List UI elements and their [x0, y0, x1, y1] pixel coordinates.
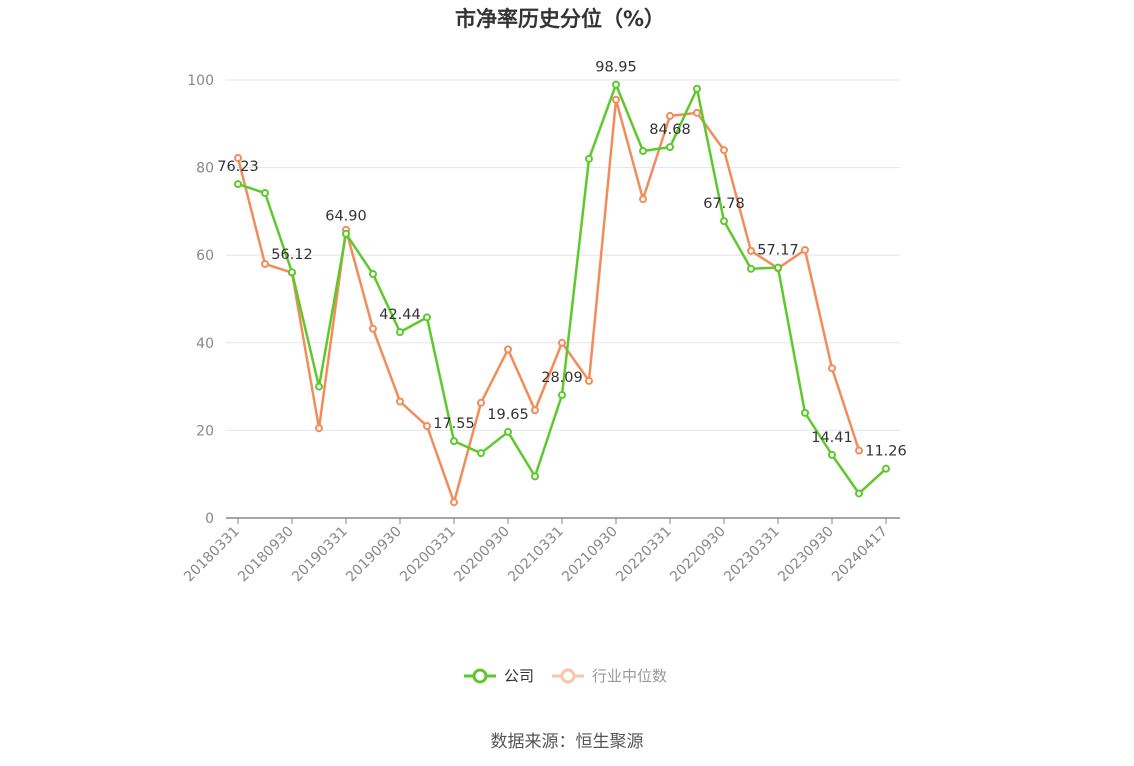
data-label: 64.90: [325, 209, 367, 225]
data-point: [315, 382, 323, 391]
y-tick-label: 20: [196, 423, 214, 439]
legend-item-company[interactable]: 公司: [464, 667, 534, 685]
data-point: [369, 324, 377, 333]
data-point: [504, 345, 512, 354]
data-point: [477, 398, 485, 407]
data-point: [801, 245, 809, 254]
data-label: 84.68: [649, 122, 691, 138]
y-tick-label: 100: [187, 73, 214, 89]
x-axis: 2018033120180930201903312019093020200331…: [181, 517, 900, 586]
data-point: [720, 146, 728, 155]
source-note: 数据来源：恒生聚源: [491, 732, 644, 752]
data-point: [234, 180, 242, 189]
data-point: [396, 397, 404, 406]
x-tick-label: 20230930: [775, 524, 837, 586]
x-tick-label: 20220331: [613, 524, 675, 586]
series-line: [237, 83, 887, 495]
data-point: [720, 217, 728, 226]
x-tick-label: 20230331: [721, 524, 783, 586]
y-tick-label: 80: [196, 161, 214, 177]
data-point: [828, 450, 836, 459]
legend-label-industry-median: 行业中位数: [592, 667, 667, 685]
data-point: [342, 229, 350, 238]
series-group: [234, 80, 890, 507]
data-point: [531, 472, 539, 481]
data-point: [558, 338, 566, 347]
data-point: [801, 408, 809, 417]
data-point: [450, 437, 458, 446]
legend-label-company: 公司: [504, 667, 534, 685]
data-point: [774, 263, 782, 272]
series-line: [236, 98, 861, 504]
data-label: 98.95: [595, 60, 637, 76]
x-tick-label: 20180331: [181, 524, 243, 586]
data-point: [882, 464, 890, 473]
series-company: [234, 80, 890, 498]
data-point: [477, 449, 485, 458]
data-label: 67.78: [703, 196, 745, 212]
x-tick-label: 20210331: [505, 524, 567, 586]
x-tick-label: 20220930: [667, 524, 729, 586]
data-point: [369, 270, 377, 279]
data-point: [612, 80, 620, 89]
data-point: [585, 154, 593, 163]
data-point: [423, 313, 431, 322]
data-label: 76.23: [217, 159, 259, 175]
data-point: [747, 264, 755, 273]
x-tick-label: 20240417: [829, 524, 891, 586]
data-point: [855, 489, 863, 498]
data-label: 57.17: [757, 243, 799, 259]
x-tick-label: 20210930: [559, 524, 621, 586]
data-point: [396, 328, 404, 337]
legend[interactable]: 公司 行业中位数: [464, 667, 667, 685]
data-point: [450, 498, 458, 507]
data-point: [423, 422, 431, 431]
x-tick-label: 20200331: [397, 524, 459, 586]
data-label: 14.41: [811, 430, 853, 446]
data-point: [666, 143, 674, 152]
y-axis: 0 20 40 60 80 100: [187, 73, 214, 527]
data-point: [612, 95, 620, 104]
data-point: [693, 108, 701, 117]
data-point: [261, 259, 269, 268]
data-point: [585, 376, 593, 385]
series-industry-median: [234, 95, 863, 507]
data-point: [747, 246, 755, 255]
chart-title: 市净率历史分位（%）: [455, 7, 665, 31]
legend-item-industry-median[interactable]: 行业中位数: [552, 667, 667, 685]
y-tick-label: 40: [196, 336, 214, 352]
data-point: [558, 390, 566, 399]
data-label: 17.55: [433, 416, 475, 432]
x-tick-label: 20190331: [289, 524, 351, 586]
data-point: [693, 84, 701, 93]
data-point: [855, 446, 863, 455]
data-label: 56.12: [271, 247, 313, 263]
legend-marker-icon: [560, 668, 576, 684]
legend-marker-icon: [472, 668, 488, 684]
data-point: [666, 111, 674, 120]
y-tick-label: 60: [196, 248, 214, 264]
x-tick-label: 20190930: [343, 524, 405, 586]
y-tick-label: 0: [205, 511, 214, 527]
data-labels: 76.23 56.12 64.90 42.44 17.55 19.65 28.09 98.95…: [217, 60, 907, 460]
data-point: [639, 146, 647, 155]
data-point: [261, 189, 269, 198]
data-label: 11.26: [865, 444, 907, 460]
grid-lines: [226, 79, 900, 431]
data-point: [504, 427, 512, 436]
data-point: [639, 195, 647, 204]
data-label: 42.44: [379, 307, 421, 323]
data-label: 19.65: [487, 407, 529, 423]
data-point: [315, 424, 323, 433]
data-point: [531, 406, 539, 415]
data-point: [288, 268, 296, 277]
x-tick-label: 20200930: [451, 524, 513, 586]
data-point: [828, 364, 836, 373]
x-tick-label: 20180930: [235, 524, 297, 586]
data-label: 28.09: [541, 370, 583, 386]
data-point: [234, 153, 242, 162]
